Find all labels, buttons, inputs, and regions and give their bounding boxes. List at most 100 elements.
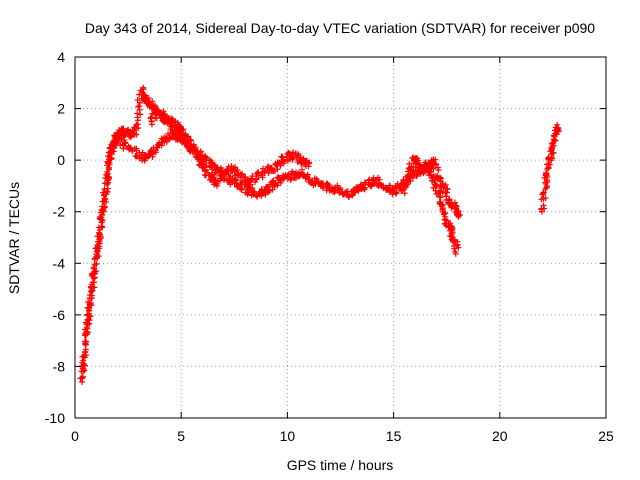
- data-point: [456, 212, 463, 219]
- data-point: [92, 268, 99, 275]
- data-point: [161, 113, 168, 120]
- data-point: [238, 186, 245, 193]
- data-point: [452, 203, 459, 210]
- data-point: [280, 156, 287, 163]
- data-point: [168, 120, 175, 127]
- data-point: [449, 237, 456, 244]
- data-point: [106, 154, 113, 161]
- data-point: [202, 166, 209, 173]
- y-axis-label: SDTVAR / TECUs: [6, 182, 22, 294]
- y-tick-label: -4: [53, 255, 66, 271]
- series-segment-tail: [425, 161, 462, 257]
- data-point: [546, 161, 553, 168]
- data-point: [120, 145, 127, 152]
- data-point: [101, 195, 108, 202]
- data-point: [197, 156, 204, 163]
- y-tick-label: 2: [57, 101, 65, 117]
- data-point: [133, 153, 140, 160]
- data-point: [162, 113, 169, 120]
- data-point: [79, 373, 86, 380]
- data-point: [114, 133, 121, 140]
- y-tick-label: -10: [45, 410, 65, 426]
- data-point: [390, 186, 397, 193]
- data-point: [136, 99, 143, 106]
- data-point: [436, 193, 443, 200]
- data-point: [98, 207, 105, 214]
- data-point: [345, 193, 352, 200]
- data-point: [205, 169, 212, 176]
- data-point: [214, 178, 221, 185]
- data-point: [452, 250, 459, 257]
- data-point: [133, 131, 140, 138]
- data-point: [412, 164, 419, 171]
- data-point: [152, 149, 159, 156]
- data-point: [142, 92, 149, 99]
- data-point: [548, 154, 555, 161]
- data-point: [289, 156, 296, 163]
- data-point: [100, 192, 107, 199]
- data-point: [158, 142, 165, 149]
- data-point: [426, 172, 433, 179]
- data-point: [432, 181, 439, 188]
- data-point: [417, 170, 424, 177]
- data-point: [153, 144, 160, 151]
- data-point: [442, 210, 449, 217]
- data-point: [289, 149, 296, 156]
- data-point: [187, 136, 194, 143]
- data-point: [85, 305, 92, 312]
- data-point: [95, 253, 102, 260]
- data-point: [352, 188, 359, 195]
- data-point: [455, 244, 462, 251]
- data-point: [101, 203, 108, 210]
- data-point: [289, 168, 296, 175]
- data-point: [542, 180, 549, 187]
- x-tick-label: 0: [71, 428, 79, 444]
- x-tick-label: 5: [177, 428, 185, 444]
- x-tick-label: 10: [280, 428, 296, 444]
- y-tick-label: -8: [53, 358, 66, 374]
- y-tick-label: 4: [57, 49, 65, 65]
- data-point: [88, 281, 95, 288]
- data-point: [266, 187, 273, 194]
- data-point: [435, 166, 442, 173]
- data-point: [253, 175, 260, 182]
- axis-ticks: 0 5 10 15 20 25 -10 -8 -6 -4 -2 0 2 4: [45, 49, 614, 444]
- data-point: [429, 177, 436, 184]
- data-point: [438, 184, 445, 191]
- data-point: [179, 132, 186, 139]
- data-point: [427, 169, 434, 176]
- data-point: [451, 199, 458, 206]
- data-point: [181, 134, 188, 141]
- data-point: [303, 158, 310, 165]
- data-point: [227, 181, 234, 188]
- x-tick-label: 15: [386, 428, 402, 444]
- x-tick-label: 20: [492, 428, 508, 444]
- data-point: [188, 143, 195, 150]
- data-point: [285, 171, 292, 178]
- data-point: [554, 125, 561, 132]
- chart-title: Day 343 of 2014, Sidereal Day-to-day VTE…: [85, 20, 595, 36]
- data-point: [444, 189, 451, 196]
- plot-frame: [74, 56, 607, 419]
- data-point: [186, 147, 193, 154]
- data-point: [271, 183, 278, 190]
- series-segment-late-segment: [538, 121, 562, 215]
- data-point: [160, 108, 167, 115]
- data-point: [314, 178, 321, 185]
- data-point: [540, 202, 547, 209]
- data-point: [551, 133, 558, 140]
- data-point: [104, 170, 111, 177]
- data-point: [96, 229, 103, 236]
- data-point: [550, 150, 557, 157]
- y-tick-label: 0: [57, 152, 65, 168]
- y-tick-label: -2: [53, 204, 66, 220]
- data-point: [233, 177, 240, 184]
- data-point: [153, 115, 160, 122]
- data-point: [540, 195, 547, 202]
- data-point: [99, 223, 106, 230]
- data-point: [433, 190, 440, 197]
- data-point: [99, 217, 106, 224]
- data-point: [93, 261, 100, 268]
- data-point: [82, 362, 89, 369]
